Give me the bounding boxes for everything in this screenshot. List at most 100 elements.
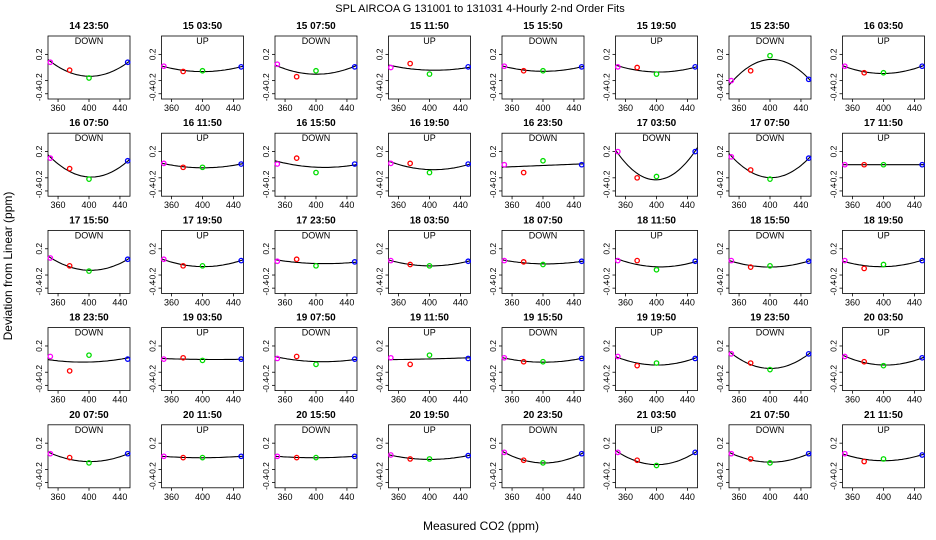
fit-curve <box>842 258 925 268</box>
x-tick-label: 440 <box>680 492 695 502</box>
x-tick-label: 440 <box>226 200 241 210</box>
panel-time: 17 03:50 <box>637 118 677 129</box>
x-tick-label: 440 <box>339 103 354 113</box>
y-tick-label: -0.2 <box>34 462 44 477</box>
data-point <box>501 63 508 70</box>
fit-curve <box>47 356 131 363</box>
panel-time: 14 23:50 <box>69 21 109 32</box>
x-tick-label: 360 <box>51 297 66 307</box>
data-point <box>728 450 735 457</box>
y-tick-label: -0.2 <box>261 462 271 477</box>
x-tick-label: 360 <box>51 103 66 113</box>
data-point <box>387 257 394 264</box>
panel: 15 19:50 UP 360 400 440 -0.4-0.2 0.2 <box>602 21 699 113</box>
data-point <box>501 449 508 456</box>
y-tick-label: -0.4 <box>261 86 271 101</box>
panel-time: 16 07:50 <box>69 118 109 129</box>
panel-time: 17 15:50 <box>69 215 109 226</box>
y-tick-label: -0.4 <box>488 183 498 198</box>
panel-direction: UP <box>423 36 436 46</box>
data-point <box>160 356 167 362</box>
x-tick-label: 400 <box>308 395 323 405</box>
x-tick-label: 360 <box>732 103 747 113</box>
x-tick-label: 360 <box>505 395 520 405</box>
data-point <box>520 67 527 74</box>
y-tick-label: 0.2 <box>148 48 158 60</box>
panel-time: 17 19:50 <box>183 215 223 226</box>
y-tick-label: -0.2 <box>375 462 385 477</box>
x-tick-label: 400 <box>308 103 323 113</box>
data-point <box>426 262 433 269</box>
fit-curve <box>501 356 585 363</box>
panel: 16 03:50 UP 360 400 440 -0.4-0.2 0.2 <box>829 21 926 113</box>
panel-direction: UP <box>196 328 209 338</box>
data-point <box>66 165 73 172</box>
y-tick-label: -0.2 <box>829 73 839 88</box>
panel-time: 15 03:50 <box>183 21 223 32</box>
y-tick-label: 0.2 <box>34 48 44 60</box>
y-tick-label: -0.2 <box>375 170 385 185</box>
data-point <box>805 350 812 357</box>
fit-curve <box>615 147 698 181</box>
y-tick-label: -0.2 <box>375 365 385 380</box>
x-tick-label: 360 <box>618 492 633 502</box>
panel-direction: UP <box>423 133 436 143</box>
fit-curve <box>501 163 585 168</box>
x-tick-label: 360 <box>618 103 633 113</box>
y-axis-label: Deviation from Linear (ppm) <box>1 192 15 341</box>
x-tick-label: 400 <box>308 200 323 210</box>
data-point <box>180 454 187 461</box>
panel-direction: DOWN <box>302 425 331 435</box>
y-tick-label: -0.2 <box>602 170 612 185</box>
data-point <box>614 148 621 155</box>
data-point <box>614 353 621 360</box>
x-tick-label: 360 <box>164 492 179 502</box>
panel: 19 23:50 DOWN 360 400 440 -0.4-0.2 0.2 <box>715 313 812 405</box>
y-tick-label: -0.2 <box>261 267 271 282</box>
data-point <box>861 265 868 272</box>
y-tick-label: -0.4 <box>715 475 725 490</box>
panel-time: 20 15:50 <box>296 410 336 421</box>
data-point <box>47 353 54 360</box>
panel: 19 11:50 UP 360 400 440 -0.4-0.2 0.2 <box>375 313 472 405</box>
y-tick-label: -0.4 <box>488 475 498 490</box>
y-tick-label: -0.2 <box>715 462 725 477</box>
x-tick-label: 440 <box>112 492 127 502</box>
data-point <box>653 173 660 180</box>
data-point <box>767 176 773 182</box>
x-tick-label: 440 <box>680 297 695 307</box>
data-point <box>124 356 131 362</box>
panel-direction: DOWN <box>75 36 104 46</box>
y-tick-label: -0.2 <box>148 365 158 380</box>
data-point <box>293 155 300 161</box>
data-point <box>124 450 131 457</box>
panel-time: 19 07:50 <box>296 313 336 324</box>
fit-curve <box>388 160 471 171</box>
x-tick-label: 400 <box>762 395 777 405</box>
x-tick-label: 400 <box>876 492 891 502</box>
data-point <box>692 63 699 70</box>
panel-direction: UP <box>423 425 436 435</box>
panel-direction: UP <box>877 36 890 46</box>
panel-direction: DOWN <box>756 425 785 435</box>
panel: 20 11:50 UP 360 400 440 -0.4-0.2 0.2 <box>148 410 245 502</box>
data-point <box>728 350 735 357</box>
data-point <box>747 67 754 74</box>
panel-time: 17 11:50 <box>864 118 903 129</box>
x-tick-label: 360 <box>732 395 747 405</box>
panel-direction: UP <box>423 328 436 338</box>
x-tick-label: 360 <box>51 492 66 502</box>
panel: 18 23:50 DOWN 360 400 440 -0.4-0.2 0.2 <box>34 313 131 405</box>
fit-curve <box>388 454 471 460</box>
panel-time: 19 03:50 <box>183 313 223 324</box>
data-point <box>653 266 660 273</box>
panel: 17 11:50 UP 360 400 440 -0.4-0.2 0.2 <box>829 118 926 210</box>
panel-direction: UP <box>196 230 209 240</box>
panel-time: 16 15:50 <box>296 118 336 129</box>
y-tick-label: -0.4 <box>34 475 44 490</box>
data-point <box>880 161 887 168</box>
x-tick-label: 360 <box>51 200 66 210</box>
panel-time: 16 03:50 <box>864 21 904 32</box>
data-point <box>501 257 508 264</box>
y-tick-label: -0.2 <box>488 73 498 88</box>
